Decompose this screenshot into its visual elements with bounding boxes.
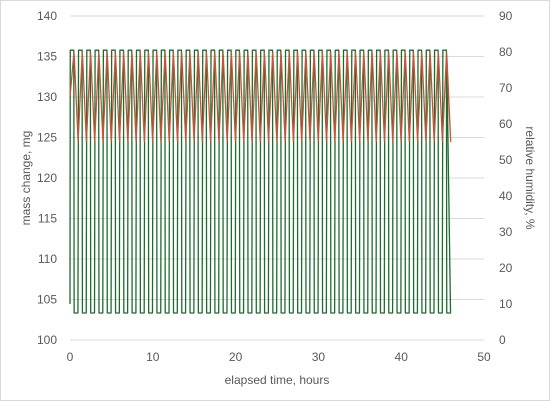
right-y-axis-title: relative humidity, % <box>523 126 537 229</box>
left-y-tick-label: 135 <box>37 50 57 64</box>
x-tick-label: 50 <box>477 350 491 364</box>
x-axis-title: elapsed time, hours <box>225 373 330 387</box>
left-y-tick-label: 100 <box>37 333 57 347</box>
series-layer <box>69 49 452 314</box>
left-y-tick-label: 110 <box>38 252 57 266</box>
x-tick-label: 10 <box>146 350 160 364</box>
x-tick-label: 30 <box>312 350 326 364</box>
x-tick-label: 0 <box>67 350 74 364</box>
right-y-tick-label: 30 <box>499 225 513 239</box>
relative-humidity-series-line <box>69 49 452 314</box>
right-y-tick-label: 50 <box>499 153 513 167</box>
right-y-tick-label: 10 <box>499 297 513 311</box>
right-y-tick-label: 80 <box>499 45 513 59</box>
left-y-tick-label: 140 <box>37 9 57 23</box>
right-y-tick-label: 0 <box>499 333 506 347</box>
left-y-tick-label: 125 <box>37 131 57 145</box>
left-y-tick-label: 115 <box>38 212 57 226</box>
x-tick-label: 40 <box>395 350 409 364</box>
mass-change-series-line <box>69 51 452 143</box>
right-y-tick-label: 20 <box>499 261 513 275</box>
right-y-tick-label: 60 <box>499 117 513 131</box>
left-y-tick-label: 120 <box>37 171 57 185</box>
right-y-tick-label: 40 <box>499 189 513 203</box>
left-y-tick-label: 130 <box>37 90 57 104</box>
tick-labels: 1001051101151201251301351400102030405060… <box>37 9 513 364</box>
x-tick-label: 20 <box>229 350 243 364</box>
left-y-axis-title: mass change, mg <box>19 131 33 226</box>
right-y-tick-label: 70 <box>499 81 513 95</box>
left-y-tick-label: 105 <box>37 293 57 307</box>
right-y-tick-label: 90 <box>499 9 513 23</box>
